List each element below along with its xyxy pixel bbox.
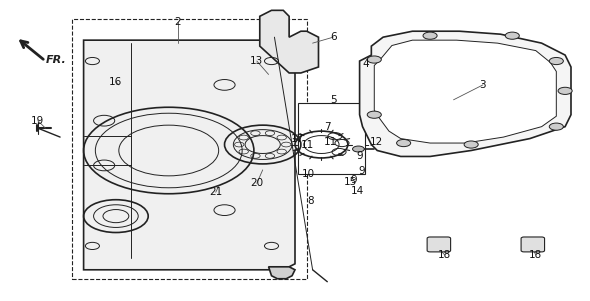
Text: 16: 16 (109, 77, 123, 87)
Text: 20: 20 (250, 178, 263, 188)
Circle shape (505, 32, 519, 39)
Polygon shape (260, 10, 319, 73)
Text: 21: 21 (209, 187, 222, 197)
Text: 4: 4 (362, 59, 369, 69)
Polygon shape (359, 31, 571, 157)
Circle shape (549, 123, 563, 130)
Text: FR.: FR. (45, 55, 66, 65)
Text: 18: 18 (529, 250, 542, 260)
FancyBboxPatch shape (298, 103, 365, 174)
Text: 9: 9 (350, 175, 357, 185)
FancyBboxPatch shape (72, 19, 307, 279)
Text: 11: 11 (301, 140, 314, 150)
Text: 9: 9 (359, 166, 365, 176)
FancyBboxPatch shape (427, 237, 451, 252)
Text: 18: 18 (438, 250, 451, 260)
Text: 7: 7 (324, 122, 330, 132)
Text: 3: 3 (480, 80, 486, 90)
Polygon shape (84, 40, 307, 270)
Circle shape (558, 87, 572, 95)
Text: 19: 19 (31, 116, 44, 126)
Text: 10: 10 (301, 169, 314, 179)
Text: 9: 9 (356, 151, 363, 161)
Text: 6: 6 (330, 32, 336, 42)
Polygon shape (268, 267, 295, 279)
Text: 15: 15 (344, 177, 358, 187)
Circle shape (549, 57, 563, 65)
Text: 11: 11 (323, 137, 337, 147)
Text: 8: 8 (307, 196, 314, 206)
Circle shape (353, 146, 364, 152)
Circle shape (423, 32, 437, 39)
Circle shape (367, 56, 381, 63)
Text: 14: 14 (351, 186, 365, 196)
Text: 13: 13 (250, 56, 264, 66)
Text: 17: 17 (291, 134, 304, 144)
FancyBboxPatch shape (521, 237, 545, 252)
Circle shape (464, 141, 478, 148)
Polygon shape (374, 40, 556, 143)
Circle shape (367, 111, 381, 118)
Circle shape (396, 139, 411, 147)
Text: 2: 2 (174, 17, 181, 27)
Text: 5: 5 (330, 95, 336, 105)
Text: 12: 12 (369, 137, 383, 147)
